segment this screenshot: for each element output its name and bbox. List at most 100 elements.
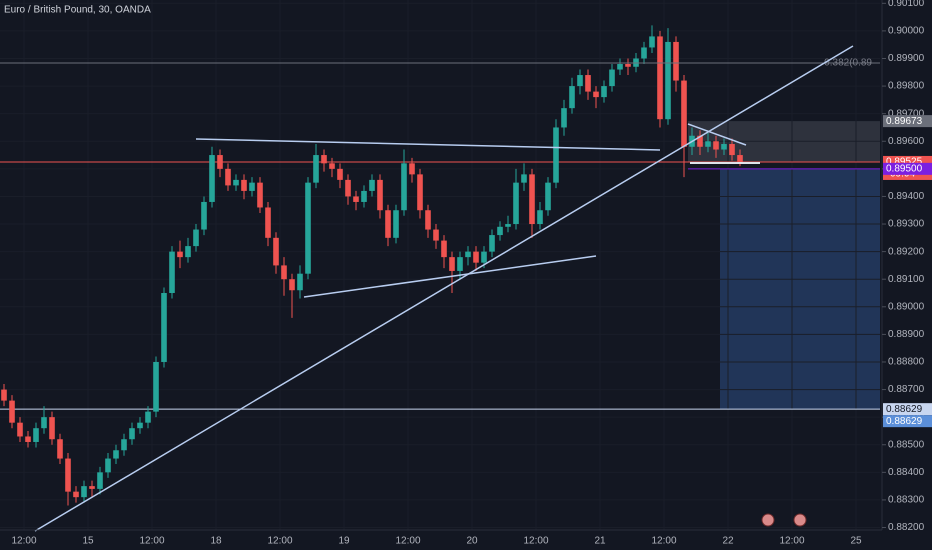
trendline (687, 123, 747, 146)
candle-body (97, 472, 103, 489)
candle-body (553, 127, 559, 183)
price-label-box (883, 162, 932, 175)
x-tick-label: 25 (850, 536, 862, 547)
axes: 0.882000.883000.884000.885000.886000.887… (11, 0, 932, 547)
price-label-box (883, 415, 932, 428)
candle-body (313, 155, 319, 183)
candle-body (65, 458, 71, 492)
candle-body (225, 168, 231, 186)
candle-body (241, 179, 247, 191)
y-tick-label: 0.89900 (888, 53, 925, 64)
x-tick-label: 22 (722, 536, 734, 547)
candle-body (481, 251, 487, 263)
candle-body (297, 273, 303, 291)
candle-body (1, 389, 7, 401)
candle-body (329, 163, 335, 169)
y-tick-label: 0.88500 (888, 439, 925, 450)
x-tick-label: 15 (82, 536, 94, 547)
candle-body (41, 417, 47, 429)
x-tick-label: 21 (594, 536, 606, 547)
candle-body (289, 279, 295, 291)
y-tick-label: 0.90000 (888, 26, 925, 37)
trendline (34, 45, 854, 532)
candle-body (513, 182, 519, 225)
candle-body (73, 491, 79, 498)
price-label: 0.88629 (886, 416, 923, 427)
candle-body (305, 182, 311, 274)
price-axis (882, 0, 932, 550)
x-tick-label: 12:00 (267, 536, 292, 547)
y-tick-label: 0.89200 (888, 246, 925, 257)
candle-body (177, 251, 183, 258)
y-tick-label: 0.88200 (888, 522, 925, 533)
candle-body (609, 69, 615, 87)
price-label: 0.89673 (886, 116, 923, 127)
price-label: 0.89525 (886, 157, 923, 168)
y-tick-label: 0.88700 (888, 384, 925, 395)
candle-body (657, 36, 663, 120)
candle-body (737, 155, 743, 162)
candle-body (569, 86, 575, 109)
candle-body (705, 141, 711, 147)
candle-body (401, 163, 407, 211)
x-tick-label: 12:00 (779, 536, 804, 547)
candle-body (713, 141, 719, 150)
candle-body (649, 36, 655, 48)
candle-body (129, 428, 135, 440)
x-tick-label: 20 (466, 536, 478, 547)
candle-body (497, 226, 503, 236)
candle-body (345, 179, 351, 197)
candle-body (161, 293, 167, 362)
candle-body (185, 246, 191, 258)
y-tick-label: 0.88400 (888, 467, 925, 478)
candle-body (121, 439, 127, 451)
candle-body (281, 265, 287, 280)
chart-title: Euro / British Pound, 30, OANDA (4, 5, 151, 16)
candle-body (249, 182, 255, 191)
fib-label: 0.382(0.89 (824, 58, 872, 69)
candle-body (697, 135, 703, 147)
candle-body (601, 86, 607, 98)
candle-body (473, 251, 479, 263)
candle-body (33, 428, 39, 442)
candle-body (577, 75, 583, 87)
candle-body (441, 240, 447, 258)
price-label: 0.89500 (886, 163, 923, 174)
candles (1, 25, 743, 506)
candle-body (193, 229, 199, 247)
price-label-box (883, 115, 932, 128)
event-marker[interactable] (761, 513, 775, 527)
candle-body (353, 196, 359, 202)
candle-body (665, 41, 671, 120)
candle-body (209, 155, 215, 202)
candle-body (105, 458, 111, 473)
candle-body (545, 182, 551, 211)
candle-body (729, 144, 735, 156)
x-tick-label: 19 (338, 536, 350, 547)
candle-body (89, 486, 95, 489)
x-tick-label: 18 (210, 536, 222, 547)
candle-body (505, 224, 511, 227)
candle-body (137, 422, 143, 429)
candle-body (217, 155, 223, 169)
candle-body (361, 190, 367, 202)
x-tick-label: 12:00 (139, 536, 164, 547)
candle-body (257, 182, 263, 208)
y-tick-label: 0.88300 (888, 495, 925, 506)
candle-body (521, 174, 527, 183)
candle-body (113, 450, 119, 459)
y-tick-label: 0.88800 (888, 357, 925, 368)
trendline (303, 255, 597, 298)
candle-body (457, 257, 463, 271)
y-tick-label: 0.89300 (888, 219, 925, 230)
event-marker[interactable] (793, 513, 807, 527)
candle-body (585, 75, 591, 92)
candle-body (417, 174, 423, 211)
candle-body (273, 237, 279, 266)
y-tick-label: 0.89600 (888, 136, 925, 147)
y-tick-label: 0.89400 (888, 191, 925, 202)
candle-body (681, 80, 687, 147)
candle-body (625, 64, 631, 67)
